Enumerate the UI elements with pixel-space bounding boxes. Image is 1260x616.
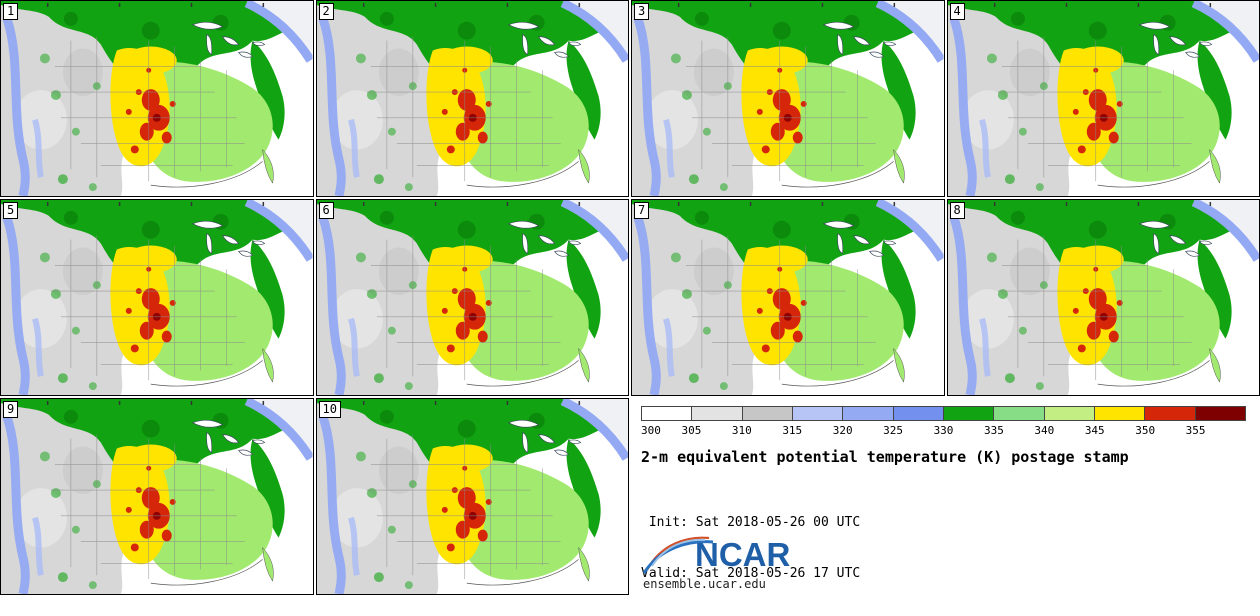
stamp-panel-4: 4 bbox=[947, 0, 1260, 197]
site-url: ensemble.ucar.edu bbox=[643, 577, 823, 591]
ncar-logo: NCAR bbox=[643, 530, 823, 574]
colorbar-tick: 325 bbox=[883, 424, 903, 437]
colorbar-tick: 330 bbox=[934, 424, 954, 437]
ncar-logo-text: NCAR bbox=[695, 536, 790, 573]
colorbar-tick: 320 bbox=[833, 424, 853, 437]
colorbar bbox=[641, 406, 1246, 421]
colorbar-tick: 340 bbox=[1034, 424, 1054, 437]
chart-title: 2-m equivalent potential temperature (K)… bbox=[641, 448, 1246, 466]
stamp-panel-3: 3 bbox=[631, 0, 945, 197]
colorbar-ticks: 300 305 310 315 320 325 330 335 340 345 … bbox=[641, 421, 1246, 438]
theta-e-map bbox=[317, 399, 629, 594]
colorbar-tick: 315 bbox=[782, 424, 802, 437]
stamp-number: 2 bbox=[319, 3, 334, 20]
stamp-number: 1 bbox=[3, 3, 18, 20]
theta-e-map bbox=[1, 399, 313, 594]
stamp-panel-5: 5 bbox=[0, 199, 314, 396]
colorbar-tick: 335 bbox=[984, 424, 1004, 437]
theta-e-map bbox=[632, 1, 944, 196]
colorbar-tick: 305 bbox=[681, 424, 701, 437]
stamp-panel-9: 9 bbox=[0, 398, 314, 595]
stamp-panel-10: 10 bbox=[316, 398, 630, 595]
stamp-number: 6 bbox=[319, 202, 334, 219]
colorbar-segment bbox=[1045, 407, 1095, 420]
colorbar-tick: 345 bbox=[1085, 424, 1105, 437]
stamp-number: 7 bbox=[634, 202, 649, 219]
colorbar-segment bbox=[1095, 407, 1145, 420]
postage-stamp-chart: 1 2 3 4 5 6 7 8 9 10 bbox=[0, 0, 1260, 597]
branding: NCAR ensemble.ucar.edu bbox=[643, 530, 823, 591]
stamp-number: 3 bbox=[634, 3, 649, 20]
stamp-number: 5 bbox=[3, 202, 18, 219]
stamp-panel-6: 6 bbox=[316, 199, 630, 396]
colorbar-segment bbox=[944, 407, 994, 420]
theta-e-map bbox=[1, 1, 313, 196]
colorbar-segment bbox=[843, 407, 893, 420]
colorbar-segment bbox=[642, 407, 692, 420]
stamp-panel-2: 2 bbox=[316, 0, 630, 197]
colorbar-segment bbox=[1196, 407, 1245, 420]
stamp-panel-8: 8 bbox=[947, 199, 1260, 396]
colorbar-segment bbox=[692, 407, 742, 420]
colorbar-tick: 355 bbox=[1186, 424, 1206, 437]
colorbar-segment bbox=[743, 407, 793, 420]
colorbar-tick: 350 bbox=[1135, 424, 1155, 437]
init-time: Init: Sat 2018-05-26 00 UTC bbox=[641, 514, 1246, 531]
legend-panel: 300 305 310 315 320 325 330 335 340 345 … bbox=[631, 398, 1260, 595]
theta-e-map bbox=[632, 200, 944, 395]
theta-e-map bbox=[948, 200, 1260, 395]
stamp-panel-7: 7 bbox=[631, 199, 945, 396]
colorbar-segment bbox=[894, 407, 944, 420]
theta-e-map bbox=[948, 1, 1260, 196]
colorbar-segment bbox=[994, 407, 1044, 420]
stamp-number: 4 bbox=[950, 3, 965, 20]
theta-e-map bbox=[317, 200, 629, 395]
colorbar-tick: 300 bbox=[641, 424, 661, 437]
stamp-number: 8 bbox=[950, 202, 965, 219]
colorbar-segment bbox=[1145, 407, 1195, 420]
theta-e-map bbox=[1, 200, 313, 395]
colorbar-segment bbox=[793, 407, 843, 420]
stamp-number: 10 bbox=[319, 401, 341, 418]
colorbar-tick: 310 bbox=[732, 424, 752, 437]
stamp-panel-1: 1 bbox=[0, 0, 314, 197]
theta-e-map bbox=[317, 1, 629, 196]
stamp-number: 9 bbox=[3, 401, 18, 418]
